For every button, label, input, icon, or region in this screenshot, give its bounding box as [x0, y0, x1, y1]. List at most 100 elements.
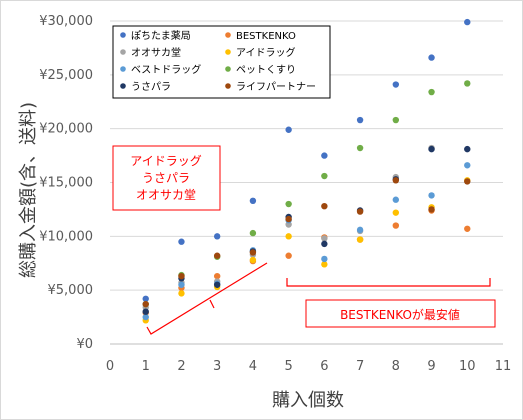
data-point [356, 226, 364, 234]
x-tick-label: 6 [320, 359, 328, 374]
data-point [428, 206, 435, 213]
x-tick-label: 8 [392, 359, 400, 374]
data-point [428, 54, 435, 61]
x-axis-title: 購入個数 [272, 390, 344, 411]
legend-box [112, 25, 331, 99]
y-tick-label: ¥15,000 [39, 176, 93, 191]
annotation-box [112, 145, 221, 211]
data-point [249, 256, 257, 264]
legend-marker [120, 83, 126, 89]
data-point [321, 235, 328, 242]
y-axis-title: 総購入金額(含、送料) [18, 102, 39, 278]
x-tick-label: 0 [106, 359, 114, 374]
x-axis-ticks: 0 1 2 3 4 5 6 7 8 9 10 11 [106, 359, 511, 374]
data-point [213, 252, 221, 259]
data-point [142, 313, 149, 321]
legend-label: ペットくすり [236, 64, 296, 76]
annotation-line: オオサカ堂 [136, 188, 196, 202]
annotation-box [305, 299, 496, 328]
legend-marker [225, 49, 231, 55]
y-axis-ticks: ¥0 ¥5,000 ¥10,000 ¥15,000 ¥20,000 ¥25,000 ¥30,… [39, 14, 93, 352]
annotation-bracket [146, 262, 268, 335]
x-tick-label: 1 [142, 359, 150, 374]
annotation-cheapest-large: BESTKENKOが最安値 [286, 278, 496, 328]
data-point [142, 300, 149, 308]
x-tick-label: 5 [284, 359, 292, 374]
legend-label: ベストドラッグ [131, 63, 201, 76]
data-point [392, 209, 400, 216]
legend-label: ぽちたま薬局 [131, 30, 191, 42]
legend-label: オオサカ堂 [131, 47, 181, 59]
data-point [428, 88, 435, 96]
y-tick-label: ¥0 [76, 337, 93, 352]
legend-marker [120, 49, 126, 55]
data-point [249, 197, 257, 205]
y-tick-label: ¥20,000 [39, 122, 93, 137]
data-point [464, 80, 471, 87]
data-point [285, 252, 292, 259]
data-point [178, 238, 185, 245]
annotation-line: BESTKENKOが最安値 [340, 307, 460, 322]
data-point [464, 145, 471, 153]
data-point [285, 126, 292, 133]
data-point [464, 225, 471, 232]
data-point [178, 281, 185, 288]
data-point [392, 116, 400, 124]
data-point [321, 202, 328, 210]
data-point [213, 233, 221, 240]
data-point [321, 240, 328, 248]
legend-marker [120, 66, 126, 72]
data-points [142, 18, 471, 324]
y-tick-label: ¥25,000 [39, 68, 93, 83]
data-point [464, 178, 471, 185]
x-tick-label: 7 [356, 359, 364, 374]
x-tick-label: 4 [249, 359, 257, 374]
data-point [249, 229, 257, 237]
y-tick-label: ¥30,000 [39, 14, 93, 29]
data-point [428, 192, 435, 199]
legend-label: アイドラッグ [236, 46, 296, 59]
data-point [356, 236, 364, 243]
x-tick-label: 2 [177, 359, 185, 374]
legend-label: BESTKENKO [236, 31, 296, 42]
annotation-cheapest-small: アイドラッグ うさパラ オオサカ堂 [112, 145, 268, 335]
data-point [321, 255, 328, 263]
data-point [178, 290, 185, 297]
annotation-line: うさパラ [142, 171, 190, 185]
data-point [356, 144, 364, 152]
data-point [142, 295, 149, 302]
data-point [321, 172, 328, 180]
legend-label: うさパラ [131, 81, 171, 93]
data-point [213, 272, 221, 280]
data-point [392, 222, 400, 229]
annotation-line: アイドラッグ [130, 154, 201, 168]
data-point [285, 233, 292, 240]
data-point [356, 208, 364, 215]
data-point [392, 196, 400, 203]
legend-marker [225, 66, 231, 72]
y-tick-label: ¥10,000 [39, 229, 93, 244]
data-point [464, 162, 471, 169]
data-point [213, 281, 221, 288]
data-point [142, 308, 149, 315]
data-point [321, 261, 328, 268]
data-point [428, 145, 435, 153]
annotation-bracket [286, 278, 491, 287]
y-tick-label: ¥5,000 [48, 283, 94, 298]
data-point [285, 215, 292, 223]
data-point [249, 249, 257, 256]
legend-marker [120, 32, 126, 38]
data-point [392, 81, 400, 88]
data-point [178, 272, 185, 280]
data-point [285, 200, 292, 208]
data-point [321, 152, 328, 159]
x-tick-label: 11 [495, 359, 512, 374]
x-tick-label: 3 [213, 359, 221, 374]
legend-marker [225, 83, 231, 89]
data-point [464, 18, 471, 26]
data-point [392, 177, 400, 184]
data-point [356, 116, 364, 124]
legend-label: ライフパートナー [236, 81, 316, 93]
